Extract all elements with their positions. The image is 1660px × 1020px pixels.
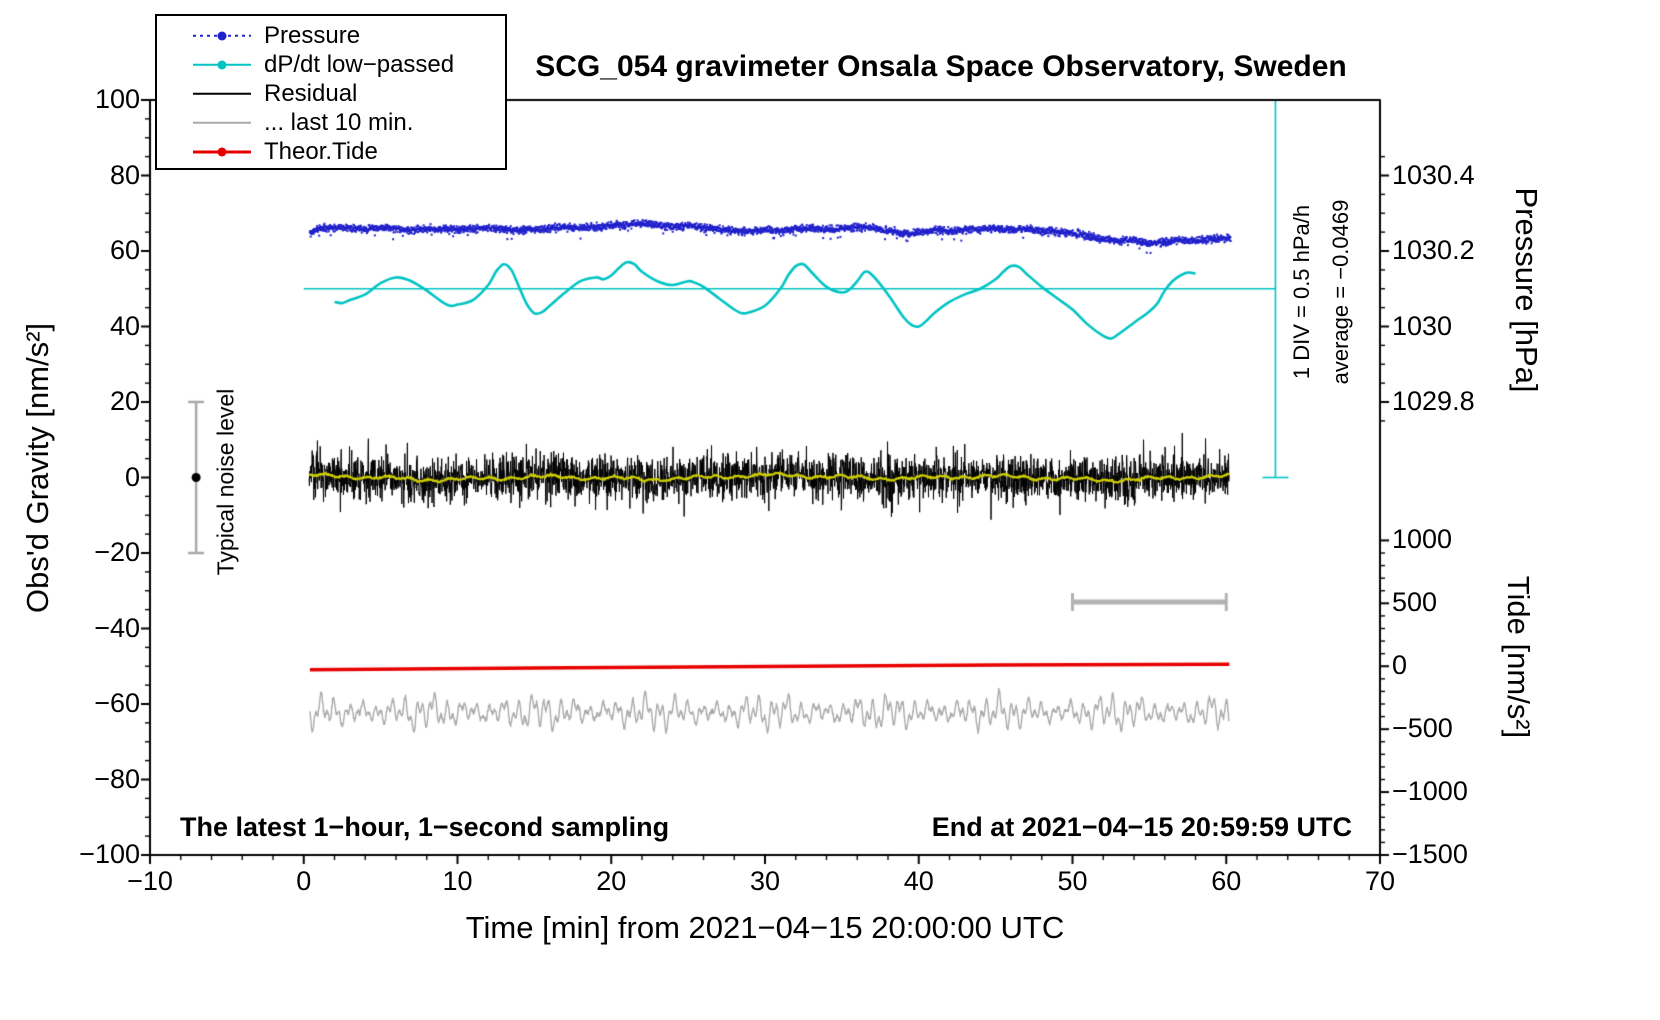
tide-tick-label: 0: [1392, 650, 1408, 681]
legend-item-2: Residual: [157, 79, 505, 108]
tide-tick-label: −1000: [1392, 776, 1468, 807]
y-tick-label-left: −40: [94, 612, 140, 643]
y-tick-label-left: −100: [79, 839, 140, 869]
y-tick-label-left: 0: [124, 461, 140, 492]
x-tick-label: 40: [903, 866, 934, 896]
legend-swatch: [193, 87, 251, 101]
tide-tick-label: 1000: [1392, 524, 1453, 555]
tide-tick-label: −1500: [1392, 839, 1468, 869]
x-tick-label: 60: [1211, 866, 1242, 896]
legend-item-1: dP/dt low−passed: [157, 50, 505, 79]
y-tick-label-left: 20: [109, 386, 140, 416]
legend-swatch: [193, 29, 251, 43]
legend-swatch: [193, 58, 251, 72]
div-scale-label: 1 DIV = 0.5 hPa/h: [1289, 204, 1314, 380]
noise-level-label: Typical noise level: [212, 388, 239, 576]
x-tick-label: 10: [442, 866, 473, 896]
x-tick-label: 0: [296, 866, 312, 896]
pressure-tick-label: 1030.4: [1392, 159, 1475, 190]
legend-item-4: Theor.Tide: [157, 137, 505, 166]
y-axis-label-pressure: Pressure [hPa]: [1509, 187, 1544, 393]
pressure-tick-label: 1030.2: [1392, 235, 1475, 265]
legend-line: [193, 92, 251, 95]
legend-label: Theor.Tide: [264, 137, 378, 165]
sampling-note: The latest 1−hour, 1−second sampling: [180, 812, 670, 842]
legend-item-0: Pressure: [157, 21, 505, 50]
legend-swatch: [193, 145, 251, 159]
tide-tick-label: −500: [1392, 713, 1453, 744]
y-tick-label-left: −60: [94, 688, 140, 718]
legend-item-3: ... last 10 min.: [157, 108, 505, 137]
tide-tick-label: 500: [1392, 587, 1438, 618]
chart-title: SCG_054 gravimeter Onsala Space Observat…: [535, 50, 1347, 83]
end-time-note: End at 2021−04−15 20:59:59 UTC: [931, 812, 1352, 842]
y-tick-label-left: −80: [94, 763, 140, 794]
pressure-tick-label: 1029.8: [1392, 386, 1475, 416]
x-tick-label: −10: [127, 866, 173, 896]
legend-label: Pressure: [264, 21, 361, 49]
legend-swatch: [193, 116, 251, 130]
x-tick-label: 30: [749, 866, 781, 896]
y-tick-label-left: 40: [109, 310, 140, 341]
y-tick-label-left: 60: [109, 235, 140, 265]
x-axis-label: Time [min] from 2021−04−15 20:00:00 UTC: [465, 910, 1065, 945]
legend: Pressure dP/dt low−passed Residual... last…: [155, 14, 507, 170]
y-tick-label-left: 100: [94, 84, 140, 114]
y-tick-label-left: 80: [109, 159, 140, 190]
legend-marker-dot: [217, 147, 227, 156]
y-tick-label-left: −20: [94, 537, 140, 567]
x-tick-label: 20: [596, 866, 627, 896]
y-axis-label-tide: Tide [nm/s²]: [1501, 575, 1536, 739]
x-tick-label: 50: [1057, 866, 1088, 896]
average-label: average = −0.0469: [1328, 199, 1353, 385]
legend-label: dP/dt low−passed: [264, 50, 455, 78]
legend-label: ... last 10 min.: [264, 108, 414, 136]
x-tick-label: 70: [1364, 866, 1396, 896]
legend-marker-dot: [217, 60, 227, 69]
legend-marker-dot: [217, 31, 227, 40]
legend-label: Residual: [264, 79, 358, 107]
legend-line: [193, 121, 251, 124]
pressure-tick-label: 1030: [1392, 310, 1453, 341]
